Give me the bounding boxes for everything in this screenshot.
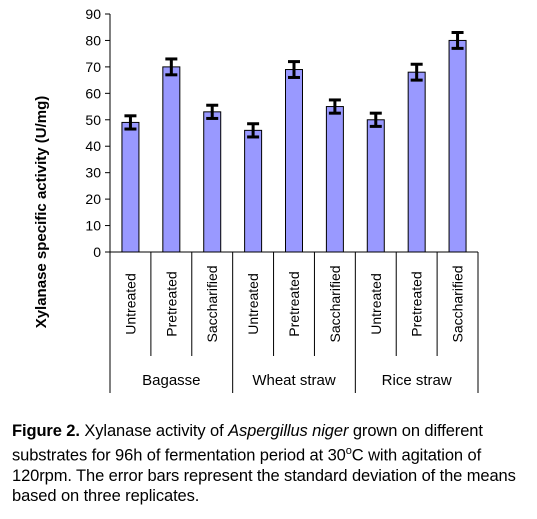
bar xyxy=(448,39,467,253)
bar xyxy=(407,71,426,253)
y-tick-label: 80 xyxy=(85,32,101,48)
bar-chart: 0 10 20 30 40 50 60 70 80 90 Xylanase specific act… xyxy=(33,6,479,393)
bar xyxy=(285,69,303,253)
bar xyxy=(203,111,222,253)
figure-caption: Figure 2. Xylanase activity of Aspergill… xyxy=(12,421,534,506)
bar xyxy=(325,106,344,253)
caption-label: Figure 2. xyxy=(12,422,80,440)
y-tick-label: 0 xyxy=(93,244,101,260)
group-label: Bagasse xyxy=(142,372,200,389)
y-tick-label: 30 xyxy=(85,165,101,181)
caption-text-before: Xylanase activity of xyxy=(79,422,229,440)
caption-text-after: C with agitation of 120rpm. The error ba… xyxy=(12,446,516,505)
y-tick-label: 60 xyxy=(85,85,101,101)
y-tick-label: 70 xyxy=(85,59,101,75)
category-label: Saccharified xyxy=(204,265,220,342)
bar xyxy=(121,121,140,253)
bar xyxy=(162,66,181,253)
y-tick-label: 90 xyxy=(85,6,101,22)
bar xyxy=(244,129,263,253)
y-tick-label: 20 xyxy=(85,191,101,207)
category-label: Saccharified xyxy=(450,265,466,342)
category-label: Untreated xyxy=(122,273,138,334)
group-label: Rice straw xyxy=(382,372,452,389)
category-label: Untreated xyxy=(245,273,261,334)
y-tick-label: 10 xyxy=(85,218,101,234)
category-label: Pretreated xyxy=(163,271,179,336)
y-axis-label: Xylanase specific activity (U/mg) xyxy=(33,96,50,329)
group-label: Wheat straw xyxy=(252,372,336,389)
category-label: Pretreated xyxy=(409,271,425,336)
caption-text-mid: grown on different substrates for 96h of… xyxy=(12,422,483,465)
y-tick-label: 40 xyxy=(85,138,101,154)
bar xyxy=(366,119,385,253)
caption-degree: o xyxy=(345,445,352,457)
caption-species: Aspergillus niger xyxy=(228,422,349,440)
category-label: Pretreated xyxy=(286,271,302,336)
category-label: Saccharified xyxy=(327,265,343,342)
category-label: Untreated xyxy=(368,273,384,334)
y-tick-label: 50 xyxy=(85,112,101,128)
